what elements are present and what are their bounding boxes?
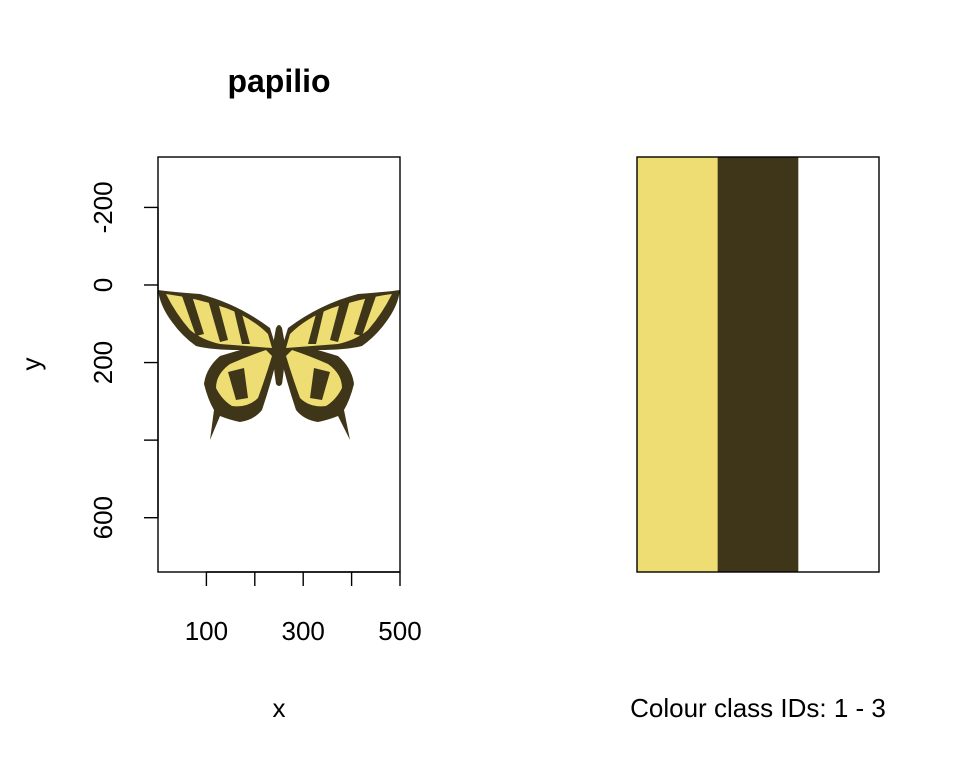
- palette-frame: [636, 156, 880, 573]
- x-tick-label: 500: [378, 616, 421, 646]
- colour-palette: [637, 157, 880, 572]
- palette-swatch-1: [637, 157, 719, 572]
- x-axis-label: x: [273, 693, 286, 723]
- y-tick-label: -200: [88, 181, 118, 233]
- y-tick-label: 600: [88, 496, 118, 539]
- y-axis: -200 0 200 600: [88, 181, 159, 539]
- palette-label: Colour class IDs: 1 - 3: [630, 693, 886, 723]
- papilio-panel: papilio x y: [16, 63, 422, 723]
- y-tick-label: 200: [88, 341, 118, 384]
- butterfly-stripes: [182, 296, 376, 400]
- x-tick-label: 100: [185, 616, 228, 646]
- butterfly-body: [272, 325, 286, 386]
- x-axis: 100 300 500: [185, 571, 422, 646]
- palette-swatch-3: [798, 157, 880, 572]
- palette-swatch-2: [717, 157, 799, 572]
- y-tick-label: 0: [88, 278, 118, 292]
- chart-title: papilio: [227, 63, 330, 99]
- palette-panel: Colour class IDs: 1 - 3: [630, 156, 886, 723]
- y-axis-label: y: [16, 358, 46, 371]
- x-tick-label: 300: [282, 616, 325, 646]
- butterfly-icon: [158, 290, 400, 440]
